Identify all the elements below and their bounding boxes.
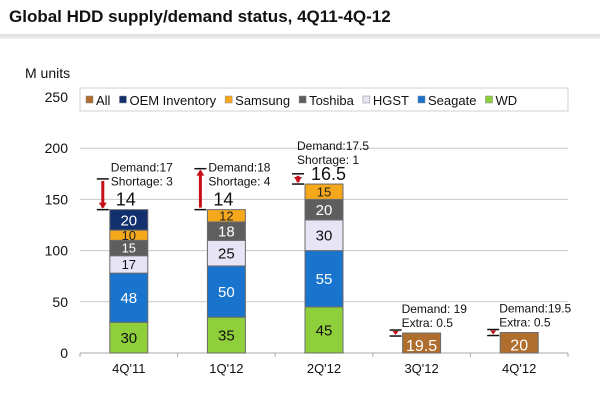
demand-label: Demand:18: [208, 161, 270, 175]
y-tick-label: 250: [45, 89, 69, 105]
bar-segment-seagate: [304, 250, 344, 308]
legend-label: All: [96, 93, 111, 108]
total-label: 19.5: [406, 338, 437, 355]
y-tick-label: 50: [52, 294, 68, 310]
x-tick-label: 4Q'11: [112, 361, 145, 376]
y-axis-label: M units: [25, 65, 70, 81]
extra-label: Extra: 0.5: [499, 316, 551, 330]
legend-swatch-hgst: [362, 95, 371, 104]
bar-segment-seagate: [206, 265, 246, 318]
legend-swatch-samsung: [224, 95, 233, 104]
x-tick-label: 3Q'12: [404, 361, 438, 376]
data-label: 10: [122, 228, 136, 243]
bar-segment-hgst: [206, 239, 246, 267]
legend-label: OEM Inventory: [129, 93, 216, 108]
legend-label: WD: [495, 93, 517, 108]
demand-label: Demand: 19: [402, 302, 468, 316]
total-label: 14: [213, 190, 233, 210]
legend-swatch-all: [85, 95, 94, 104]
shortage-label: Shortage: 1: [297, 153, 359, 167]
legend: All OEM Inventory Samsung Toshiba HGST Seagat…: [79, 87, 569, 112]
axes: 0 50 100 150 200 250 4Q'11 1Q'12 2Q'12 3Q'12 4Q'12: [45, 89, 569, 376]
demand-label: Demand:17: [111, 161, 173, 175]
legend-label: Toshiba: [309, 93, 355, 108]
data-label: 30: [316, 228, 333, 245]
chart-title: Global HDD supply/demand status, 4Q11-4Q…: [9, 7, 391, 26]
arrow-head: [294, 177, 302, 184]
total-label: 16.5: [311, 164, 346, 184]
x-tick-label: 1Q'12: [209, 361, 243, 376]
y-tick-label: 100: [45, 243, 69, 259]
data-label: 50: [218, 284, 235, 301]
data-label: 20: [120, 212, 137, 229]
legend-swatch-wd: [485, 95, 493, 104]
arrow-head: [196, 169, 205, 176]
bar-segment-oem-inventory: [109, 209, 149, 231]
title-divider: [0, 34, 600, 39]
data-label: 20: [316, 202, 333, 219]
extra-arrow: [392, 331, 399, 336]
demand-label: Demand:19.5: [499, 302, 571, 316]
data-label: 15: [122, 241, 136, 256]
data-label: 12: [219, 208, 233, 223]
legend-label: HGST: [373, 93, 409, 108]
extra-label: Extra: 0.5: [402, 316, 454, 330]
data-label: 25: [218, 246, 235, 263]
data-label: 48: [120, 290, 137, 307]
legend-box: [79, 87, 569, 112]
data-label: 18: [218, 224, 235, 241]
data-label: 17: [122, 257, 136, 272]
total-label: 20: [510, 338, 528, 355]
legend-swatch-toshiba: [298, 95, 307, 104]
total-label: 14: [116, 190, 136, 210]
bar-segment-wd: [109, 321, 149, 354]
data-label: 30: [120, 330, 137, 347]
bar-segment-samsung: [304, 183, 344, 200]
bar-segment-hgst: [304, 219, 344, 252]
y-tick-label: 200: [45, 140, 69, 156]
extra-arrow: [490, 330, 497, 335]
legend-label: Seagate: [428, 93, 476, 108]
demand-label: Demand:17.5: [297, 139, 369, 153]
bar-segment-samsung: [206, 209, 246, 223]
legend-label: Samsung: [235, 93, 290, 108]
data-label: 45: [316, 322, 333, 339]
legend-swatch-seagate: [417, 95, 426, 104]
data-label: 55: [316, 271, 333, 288]
data-label: 35: [218, 327, 235, 344]
legend-swatch-oem-inventory: [119, 95, 127, 104]
bar-segment-wd: [206, 316, 246, 354]
x-tick-label: 4Q'12: [502, 361, 536, 376]
bar-segment-wd: [304, 306, 344, 354]
bar-segment-all: [402, 332, 442, 354]
y-tick-label: 0: [60, 345, 68, 361]
shortage-label: Shortage: 3: [111, 175, 173, 189]
arrow-head: [98, 202, 107, 209]
bar-segment-all: [499, 332, 539, 354]
shortage-label: Shortage: 4: [208, 175, 270, 189]
y-tick-label: 150: [45, 191, 69, 207]
data-label: 15: [317, 184, 331, 199]
x-tick-label: 2Q'12: [307, 361, 341, 376]
